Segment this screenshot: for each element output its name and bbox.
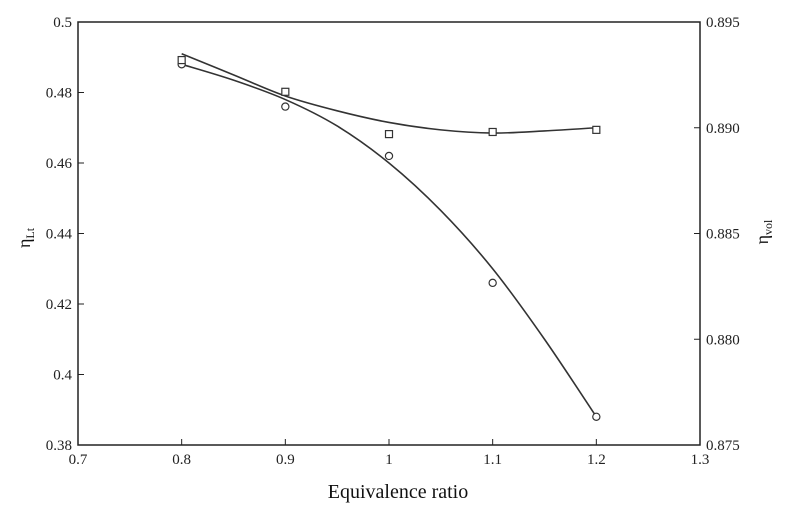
circle-marker [592, 412, 601, 421]
series-curve-right [181, 52, 597, 134]
series-markers [177, 55, 601, 421]
y-left-symbol: η [14, 239, 34, 248]
square-marker [281, 87, 290, 96]
y-right-tick-label: 0.895 [706, 15, 740, 31]
y-left-subscript: Lt [23, 227, 37, 238]
y-left-tick-label: 0.42 [46, 297, 72, 313]
y-left-axis-title: ηLt [14, 227, 37, 248]
x-tick-label: 1.2 [587, 452, 606, 468]
circle-marker [384, 151, 394, 161]
y-right-tick-label: 0.875 [706, 438, 740, 454]
y-right-symbol: η [752, 235, 772, 244]
plot-frame [77, 21, 701, 446]
y-right-subscript: vol [761, 219, 775, 235]
y-left-tick-label: 0.38 [46, 438, 72, 454]
circle-marker [281, 102, 290, 111]
y-right-ticks: 0.875 0.880 0.885 0.890 0.895 [694, 15, 740, 454]
y-right-tick-label: 0.885 [706, 227, 740, 243]
series-curve-left [181, 63, 597, 418]
y-right-tick-label: 0.890 [706, 121, 740, 137]
series-curves [181, 52, 597, 418]
y-right-tick-label: 0.880 [706, 332, 740, 348]
square-marker [488, 127, 497, 137]
square-marker [177, 55, 186, 65]
x-tick-label: 0.8 [172, 452, 191, 468]
square-marker [592, 125, 601, 134]
y-left-tick-label: 0.48 [46, 86, 72, 102]
x-ticks: 0.7 0.8 0.9 1 1.1 1.2 1.3 [69, 439, 710, 468]
x-tick-label: 1 [385, 452, 393, 468]
y-left-tick-label: 0.44 [46, 227, 73, 243]
square-marker [384, 129, 394, 139]
x-tick-label: 1.1 [483, 452, 502, 468]
y-right-axis-title: ηvol [752, 219, 775, 244]
y-left-ticks: 0.38 0.4 0.42 0.44 0.46 0.48 0.5 [46, 15, 84, 454]
circle-marker [488, 278, 497, 288]
svg-text:ηLt: ηLt [14, 227, 37, 248]
x-tick-label: 1.3 [691, 452, 710, 468]
x-axis-title: Equivalence ratio [328, 481, 469, 503]
y-left-tick-label: 0.4 [53, 368, 72, 384]
x-tick-label: 0.7 [69, 452, 88, 468]
x-tick-label: 0.9 [276, 452, 295, 468]
y-left-tick-label: 0.5 [53, 15, 72, 31]
svg-text:ηvol: ηvol [752, 219, 775, 244]
y-left-tick-label: 0.46 [46, 156, 73, 172]
